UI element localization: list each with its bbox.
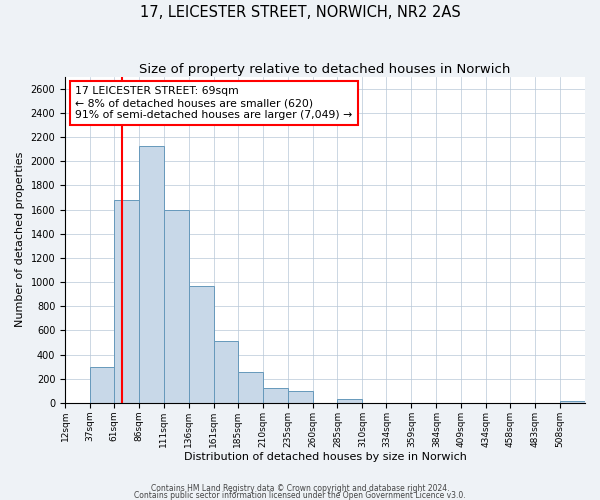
- Bar: [189, 286, 214, 403]
- Bar: [139, 146, 164, 403]
- Text: 17, LEICESTER STREET, NORWICH, NR2 2AS: 17, LEICESTER STREET, NORWICH, NR2 2AS: [140, 5, 460, 20]
- X-axis label: Distribution of detached houses by size in Norwich: Distribution of detached houses by size …: [184, 452, 466, 462]
- Bar: [114, 200, 139, 403]
- Bar: [90, 366, 114, 403]
- Bar: [560, 400, 585, 403]
- Bar: [287, 391, 313, 403]
- Bar: [164, 210, 189, 403]
- Bar: [214, 342, 238, 403]
- Title: Size of property relative to detached houses in Norwich: Size of property relative to detached ho…: [139, 62, 511, 76]
- Bar: [238, 372, 263, 403]
- Text: Contains public sector information licensed under the Open Government Licence v3: Contains public sector information licen…: [134, 491, 466, 500]
- Bar: [337, 398, 362, 403]
- Text: Contains HM Land Registry data © Crown copyright and database right 2024.: Contains HM Land Registry data © Crown c…: [151, 484, 449, 493]
- Text: 17 LEICESTER STREET: 69sqm
← 8% of detached houses are smaller (620)
91% of semi: 17 LEICESTER STREET: 69sqm ← 8% of detac…: [76, 86, 353, 120]
- Y-axis label: Number of detached properties: Number of detached properties: [15, 152, 25, 328]
- Bar: [263, 388, 287, 403]
